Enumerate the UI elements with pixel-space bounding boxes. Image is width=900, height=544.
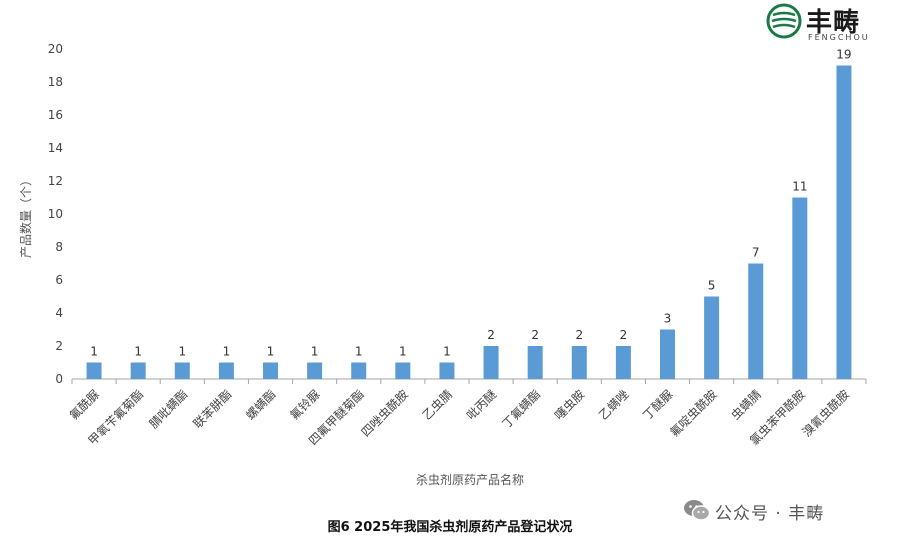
data-label: 1: [311, 345, 319, 359]
bar: [704, 296, 720, 379]
y-axis: 0 2 4 6 8 10 12 14 16 18 20: [48, 42, 63, 386]
category-label: 氟酰脲: [67, 387, 102, 422]
bar: [615, 346, 631, 379]
category-label: 氟啶虫酰胺: [667, 387, 719, 439]
x-axis-label: 杀虫剂原药产品名称: [416, 472, 524, 487]
category-label: 丁醚脲: [640, 387, 675, 422]
bar: [439, 362, 455, 379]
y-tick-label: 14: [48, 141, 63, 155]
figure-caption: 图6 2025年我国杀虫剂原药产品登记状况: [327, 520, 573, 535]
data-label: 11: [792, 180, 807, 194]
bar: [748, 263, 764, 379]
brand-leaf-icon: [766, 3, 802, 39]
category-label: 四唑虫酰胺: [359, 387, 411, 439]
data-label: 2: [487, 328, 495, 342]
wechat-icon: [684, 500, 711, 521]
bar: [218, 362, 234, 379]
x-axis: [71, 378, 867, 384]
bar: [174, 362, 190, 379]
category-label: 乙螨唑: [596, 387, 631, 422]
y-tick-label: 4: [55, 306, 63, 320]
category-label: 氟铃脲: [287, 387, 323, 423]
y-tick-label: 18: [48, 75, 63, 89]
y-tick-label: 16: [48, 108, 63, 122]
bar-series: [86, 65, 852, 379]
category-label: 丁氟螨酯: [499, 387, 543, 431]
bar: [86, 362, 102, 379]
y-tick-label: 12: [48, 174, 63, 188]
bar: [483, 346, 499, 379]
y-tick-label: 20: [48, 42, 63, 56]
watermark-text: 公众号 · 丰畴: [715, 504, 825, 524]
y-tick-label: 6: [55, 273, 63, 287]
bar: [263, 362, 278, 379]
category-label: 吡丙醚: [464, 387, 499, 422]
category-label: 腈吡螨酯: [147, 387, 191, 431]
data-label: 5: [708, 279, 716, 293]
brand-name: 丰畴: [806, 8, 861, 38]
watermark: 公众号 · 丰畴: [683, 496, 893, 524]
bar: [792, 197, 808, 379]
data-label: 2: [620, 328, 628, 342]
data-label: 1: [267, 345, 275, 359]
y-tick-label: 0: [55, 372, 63, 386]
data-label: 2: [531, 328, 539, 342]
data-label: 1: [399, 345, 407, 359]
data-label: 1: [134, 345, 142, 359]
y-axis-label: 产品数量（个）: [18, 174, 33, 258]
y-tick-label: 2: [55, 339, 63, 353]
category-label: 乙虫腈: [420, 387, 455, 422]
y-tick-label: 8: [55, 240, 63, 254]
brand-name-en: FENGCHOU: [808, 33, 870, 42]
data-label: 1: [443, 345, 451, 359]
data-label: 3: [664, 312, 672, 326]
data-label: 7: [752, 246, 760, 260]
category-label: 噻虫胺: [551, 387, 587, 423]
data-label: 1: [355, 345, 363, 359]
bar: [307, 362, 323, 379]
data-label: 1: [223, 345, 231, 359]
data-label: 1: [178, 345, 186, 359]
data-label: 2: [575, 328, 583, 342]
bar: [571, 346, 587, 379]
data-label: 1: [90, 345, 98, 359]
bar: [836, 65, 852, 379]
y-tick-label: 10: [48, 207, 63, 221]
category-label: 螺螨酯: [243, 387, 278, 422]
category-label: 虫螨腈: [728, 387, 763, 422]
bar: [130, 362, 146, 379]
bar: [351, 362, 367, 379]
category-label: 溴氰虫酰胺: [799, 387, 852, 440]
bar: [395, 362, 411, 379]
brand-logo: 丰畴 FENGCHOU: [766, 2, 896, 46]
bar: [660, 329, 675, 379]
bar: [527, 346, 543, 379]
category-label: 联苯肼酯: [190, 387, 235, 432]
data-label: 19: [836, 48, 851, 62]
